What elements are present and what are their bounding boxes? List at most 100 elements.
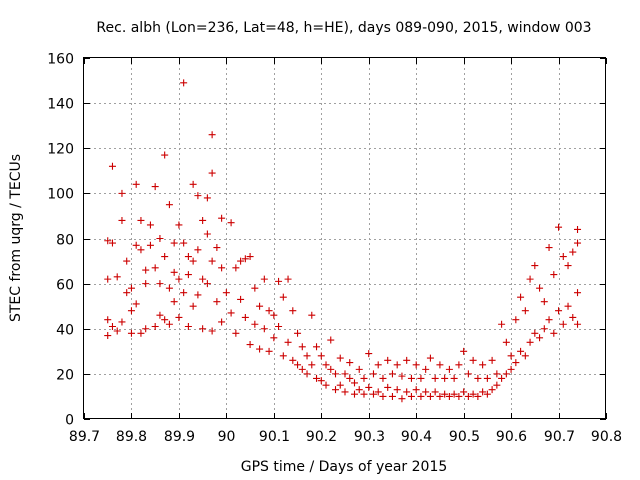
data-point — [298, 365, 306, 373]
data-point — [241, 313, 249, 321]
data-point — [142, 280, 150, 288]
data-point — [332, 386, 340, 394]
data-point — [165, 320, 173, 328]
data-point — [574, 225, 582, 233]
data-point — [483, 374, 491, 382]
data-point — [108, 322, 116, 330]
data-point — [279, 352, 287, 360]
data-point — [322, 381, 330, 389]
data-point — [184, 253, 192, 261]
data-point — [298, 343, 306, 351]
data-point — [550, 271, 558, 279]
data-point — [493, 381, 501, 389]
x-tick-label: 90 — [218, 429, 236, 445]
data-point — [398, 395, 406, 403]
data-point — [203, 280, 211, 288]
data-point — [227, 309, 235, 317]
data-point — [289, 356, 297, 364]
data-point — [303, 352, 311, 360]
data-point — [460, 388, 468, 396]
data-point — [151, 264, 159, 272]
data-point — [218, 264, 226, 272]
data-point — [407, 392, 415, 400]
data-point — [199, 325, 207, 333]
data-point — [170, 239, 178, 247]
data-point — [460, 347, 468, 355]
data-point — [127, 307, 135, 315]
data-point — [237, 295, 245, 303]
data-point — [407, 374, 415, 382]
data-point — [379, 374, 387, 382]
chart-title: Rec. albh (Lon=236, Lat=48, h=HE), days … — [96, 20, 591, 36]
data-point — [123, 289, 131, 297]
data-point — [441, 374, 449, 382]
data-point — [327, 336, 335, 344]
data-point — [308, 311, 316, 319]
y-tick-label: 80 — [56, 233, 74, 249]
data-point — [512, 359, 520, 367]
data-point — [194, 291, 202, 299]
data-point — [422, 388, 430, 396]
x-tick-label: 90.5 — [449, 429, 480, 445]
data-point — [526, 338, 534, 346]
data-point — [521, 307, 529, 315]
data-point — [569, 313, 577, 321]
data-point — [156, 280, 164, 288]
data-point — [550, 329, 558, 337]
data-point — [450, 374, 458, 382]
data-point — [388, 392, 396, 400]
data-point — [469, 390, 477, 398]
data-point — [260, 325, 268, 333]
data-point — [294, 361, 302, 369]
data-point — [445, 392, 453, 400]
data-point — [156, 311, 164, 319]
data-point — [426, 392, 434, 400]
data-point — [555, 307, 563, 315]
data-point — [341, 370, 349, 378]
data-point — [137, 329, 145, 337]
x-tick-label: 90.2 — [306, 429, 337, 445]
x-tick-label: 90.7 — [544, 429, 575, 445]
data-point — [184, 271, 192, 279]
data-point — [384, 383, 392, 391]
data-point — [545, 316, 553, 324]
data-point — [464, 370, 472, 378]
data-point — [365, 383, 373, 391]
data-point — [189, 257, 197, 265]
data-point — [445, 365, 453, 373]
data-point — [350, 379, 358, 387]
data-point — [284, 275, 292, 283]
data-point — [422, 365, 430, 373]
data-point — [208, 169, 216, 177]
data-point — [104, 332, 112, 340]
data-point — [564, 302, 572, 310]
data-point — [374, 388, 382, 396]
data-point — [531, 329, 539, 337]
data-point — [189, 180, 197, 188]
data-point — [417, 392, 425, 400]
data-point — [536, 284, 544, 292]
data-point — [517, 347, 525, 355]
data-point — [180, 239, 188, 247]
y-tick-label: 120 — [47, 142, 74, 158]
data-point — [165, 201, 173, 209]
data-point — [175, 313, 183, 321]
data-point — [161, 253, 169, 261]
data-point — [161, 316, 169, 324]
y-tick-label: 100 — [47, 187, 74, 203]
data-point — [412, 386, 420, 394]
data-point — [256, 302, 264, 310]
data-point — [498, 320, 506, 328]
y-tick-label: 160 — [47, 52, 74, 68]
data-point — [388, 370, 396, 378]
data-point — [218, 214, 226, 222]
data-point — [431, 374, 439, 382]
x-tick-label: 90.3 — [354, 429, 385, 445]
data-point — [180, 79, 188, 87]
data-point — [384, 356, 392, 364]
data-point — [189, 302, 197, 310]
data-point — [545, 244, 553, 252]
data-point — [294, 329, 302, 337]
data-point — [203, 194, 211, 202]
data-point — [493, 370, 501, 378]
